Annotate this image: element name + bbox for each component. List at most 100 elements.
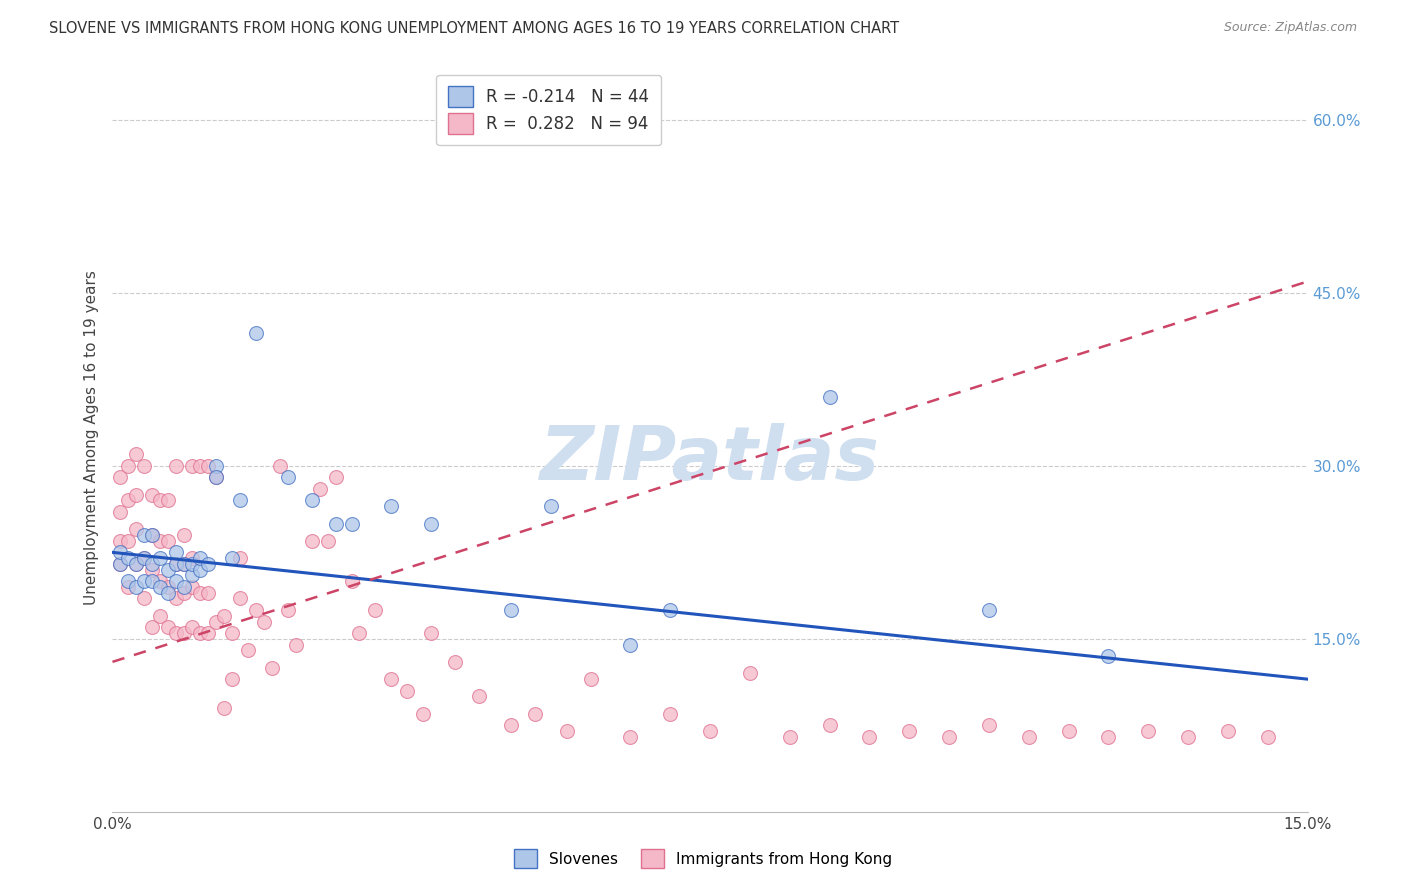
Point [117,458,139,473]
Point [277,470,299,484]
Point [173,585,195,599]
Point [165,458,187,473]
Point [134,528,156,542]
Point [858,730,880,744]
Point [149,533,172,548]
Point [205,470,228,484]
Point [212,701,235,715]
Point [141,528,163,542]
Point [340,574,363,589]
Point [779,730,801,744]
Point [236,643,259,657]
Point [197,626,219,640]
Point [141,488,163,502]
Point [284,638,307,652]
Point [221,672,243,686]
Legend: Slovenes, Immigrants from Hong Kong: Slovenes, Immigrants from Hong Kong [506,841,900,875]
Point [110,533,132,548]
Point [149,551,172,566]
Point [181,568,204,582]
Point [149,574,172,589]
Point [188,458,211,473]
Point [659,706,682,721]
Point [141,557,163,571]
Point [117,493,139,508]
Point [134,551,156,566]
Text: Source: ZipAtlas.com: Source: ZipAtlas.com [1223,21,1357,35]
Point [325,516,347,531]
Point [125,557,148,571]
Point [173,557,195,571]
Text: ZIPatlas: ZIPatlas [540,423,880,496]
Point [699,724,721,739]
Point [181,557,204,571]
Point [165,591,187,606]
Point [149,608,172,623]
Point [818,390,841,404]
Point [659,603,682,617]
Point [221,626,243,640]
Point [197,585,219,599]
Y-axis label: Unemployment Among Ages 16 to 19 years: Unemployment Among Ages 16 to 19 years [83,269,98,605]
Point [125,488,148,502]
Point [157,580,180,594]
Point [110,470,132,484]
Point [349,626,371,640]
Point [420,516,443,531]
Point [134,458,156,473]
Point [396,683,419,698]
Point [253,615,276,629]
Point [977,603,1000,617]
Point [579,672,602,686]
Point [1057,724,1080,739]
Point [412,706,434,721]
Point [197,458,219,473]
Point [110,557,132,571]
Point [134,591,156,606]
Point [499,603,522,617]
Point [1216,724,1239,739]
Point [1177,730,1199,744]
Point [229,551,252,566]
Point [157,533,180,548]
Point [1257,730,1279,744]
Point [173,557,195,571]
Point [117,533,139,548]
Point [205,470,228,484]
Point [380,500,402,514]
Point [117,551,139,566]
Legend: R = -0.214   N = 44, R =  0.282   N = 94: R = -0.214 N = 44, R = 0.282 N = 94 [436,75,661,145]
Point [110,557,132,571]
Point [898,724,921,739]
Point [165,557,187,571]
Point [117,574,139,589]
Point [125,580,148,594]
Point [1018,730,1040,744]
Point [134,574,156,589]
Point [1137,724,1160,739]
Point [157,563,180,577]
Point [181,551,204,566]
Point [301,533,323,548]
Point [165,574,187,589]
Point [301,493,323,508]
Point [229,493,252,508]
Point [188,626,211,640]
Point [125,447,148,461]
Point [523,706,546,721]
Point [141,620,163,634]
Point [197,557,219,571]
Point [260,660,283,674]
Point [181,580,204,594]
Point [173,528,195,542]
Point [188,563,211,577]
Point [420,626,443,640]
Point [205,615,228,629]
Point [149,493,172,508]
Point [277,603,299,617]
Point [555,724,578,739]
Point [181,620,204,634]
Point [173,580,195,594]
Point [325,470,347,484]
Point [221,551,243,566]
